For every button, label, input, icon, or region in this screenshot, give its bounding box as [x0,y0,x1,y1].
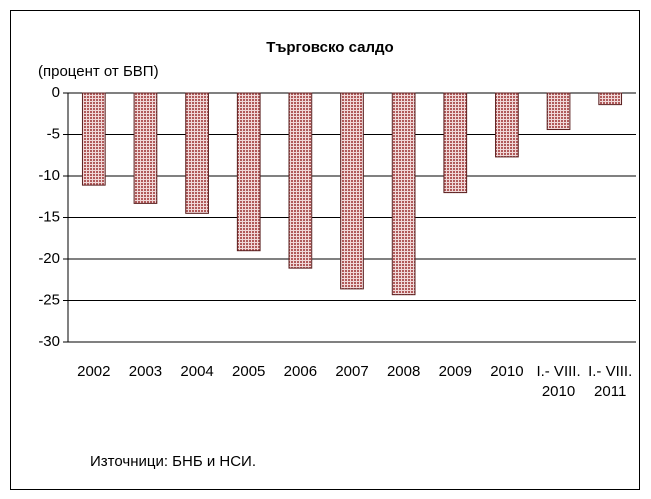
bar [495,92,519,158]
bar [391,92,416,296]
chart-title: Търговско салдо [266,39,393,56]
x-tick-label: 2002 [77,363,111,380]
x-tick-label: I.- VIII. 2011 [588,363,633,400]
x-tick-label: 2010 [490,363,524,380]
bar [598,92,623,106]
chart-subtitle: (процент от БВП) [38,63,159,80]
bar [133,92,158,204]
y-tick-label: -10 [38,167,60,184]
y-tick-label: -30 [38,333,60,350]
y-tick-label: -25 [38,291,60,308]
y-tick-label: -15 [38,208,60,225]
y-tick-label: 0 [52,84,60,101]
bar [288,92,313,269]
x-tick-label: 2008 [386,363,421,380]
bar [81,92,106,186]
x-tick-label: 2004 [180,363,214,380]
x-tick-label: 2005 [232,363,266,380]
x-tick-label: I.- VIII. 2010 [536,363,581,400]
source-note: Източници: БНБ и НСИ. [90,453,256,470]
x-tick-label: 2009 [438,363,472,380]
bar [236,92,261,252]
bar [340,92,364,290]
x-tick-label: 2003 [128,363,163,380]
x-tick-label: 2006 [283,363,318,380]
y-tick-label: -20 [38,250,60,267]
y-tick-label: -5 [47,125,60,142]
chart-border [10,10,640,490]
bar [443,92,468,194]
bar [185,92,209,214]
x-tick-label: 2007 [335,363,369,380]
bar [546,92,571,131]
